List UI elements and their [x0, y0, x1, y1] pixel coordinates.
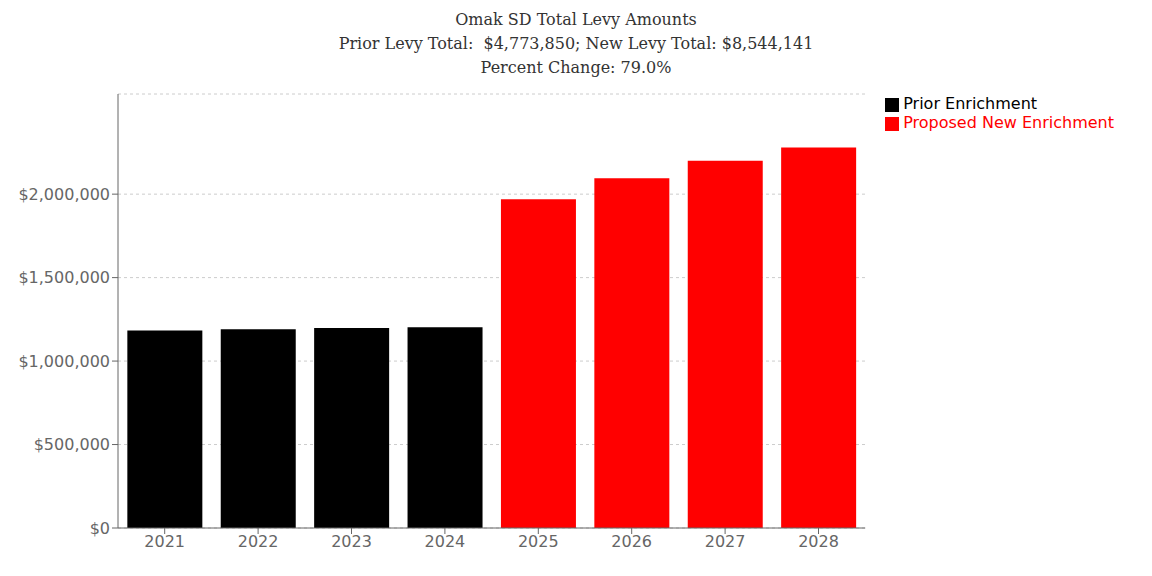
html-text:Omak SD Total Levy Amounts: Omak SD Total Levy Amounts: [455, 10, 697, 29]
svg-text:2022: 2022: [238, 532, 279, 551]
svg-text:2026: 2026: [611, 532, 652, 551]
svg-text:$2,000,000: $2,000,000: [18, 185, 110, 204]
svg-text:2024: 2024: [425, 532, 466, 551]
svg-text:2025: 2025: [518, 532, 559, 551]
html-text:Prior Levy Total: $4,773,850;: Prior Levy Total: $4,773,850; New Levy T…: [338, 34, 814, 53]
html-text:Proposed New Enrichment: Proposed New Enrichment: [903, 113, 1114, 132]
svg-text:$0: $0: [90, 519, 110, 538]
svg-text:2023: 2023: [331, 532, 372, 551]
svg-text:$500,000: $500,000: [34, 435, 110, 454]
svg-text:2028: 2028: [798, 532, 839, 551]
html-text:Prior Enrichment: Prior Enrichment: [903, 94, 1038, 113]
svg-text:2021: 2021: [144, 532, 185, 551]
html-text:Percent Change: 79.0%: Percent Change: 79.0%: [480, 58, 672, 77]
svg-text:$1,500,000: $1,500,000: [18, 268, 110, 287]
svg-text:$1,000,000: $1,000,000: [18, 352, 110, 371]
svg-text:2027: 2027: [705, 532, 746, 551]
